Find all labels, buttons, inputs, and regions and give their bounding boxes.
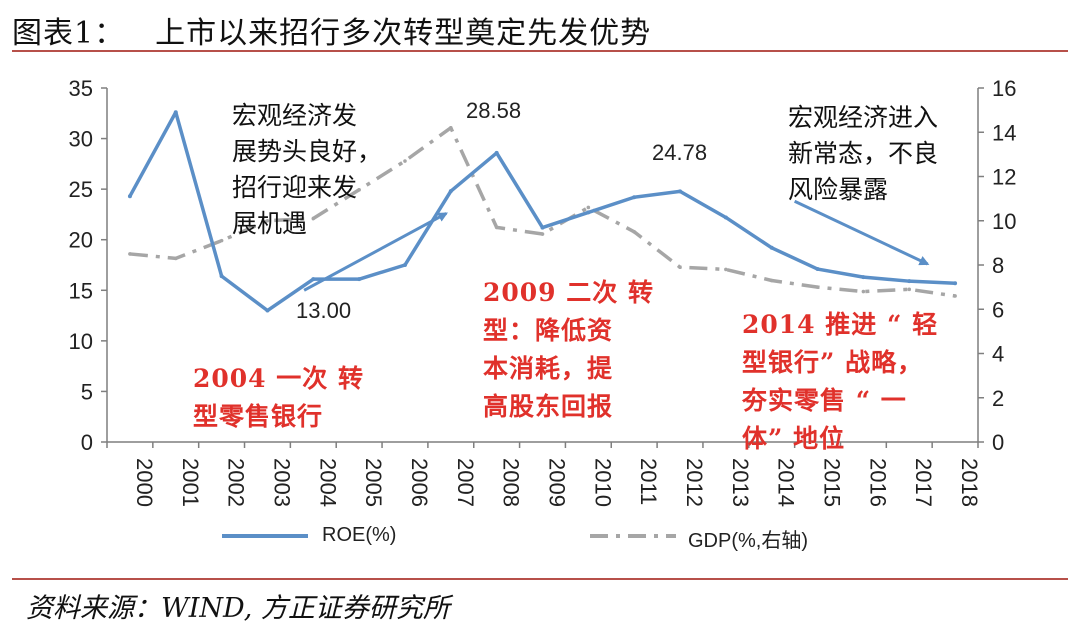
roe-point xyxy=(723,215,728,220)
roe-point xyxy=(448,189,453,194)
gdp-point xyxy=(769,278,774,283)
x-tick-label: 2013 xyxy=(728,458,753,507)
x-tick-label: 2015 xyxy=(820,458,845,507)
x-tick-label: 2011 xyxy=(636,458,661,505)
left-tick-label: 5 xyxy=(81,379,93,404)
title-divider xyxy=(12,50,1068,52)
left-tick-label: 20 xyxy=(69,228,93,253)
left-tick-label: 0 xyxy=(81,430,93,455)
gdp-point xyxy=(403,159,407,163)
data-label-2008: 28.58 xyxy=(466,98,522,123)
annotation-macro-good: 宏观经济发 展势头良好， 招行迎来发 展机遇 xyxy=(232,101,383,238)
x-tick-label: 2001 xyxy=(178,458,203,507)
right-tick-label: 12 xyxy=(992,165,1016,190)
right-tick-label: 6 xyxy=(992,297,1004,322)
roe-point xyxy=(632,195,637,200)
gdp-point xyxy=(265,218,270,223)
left-tick-label: 30 xyxy=(69,127,93,152)
roe-point xyxy=(357,277,362,282)
roe-point xyxy=(494,150,499,155)
left-tick-label: 15 xyxy=(69,278,93,303)
right-tick-label: 4 xyxy=(992,342,1004,367)
right-tick-label: 16 xyxy=(992,76,1016,101)
roe-point xyxy=(769,245,774,250)
x-tick-label: 2000 xyxy=(132,458,157,507)
left-tick-label: 25 xyxy=(69,177,93,202)
right-tick-label: 0 xyxy=(992,430,1004,455)
gdp-point xyxy=(173,256,178,261)
x-tick-label: 2002 xyxy=(224,458,249,507)
roe-point xyxy=(219,274,224,279)
gdp-point xyxy=(953,294,957,298)
roe-point xyxy=(815,267,820,272)
x-tick-label: 2012 xyxy=(682,458,707,507)
roe-point xyxy=(953,281,958,286)
gdp-point xyxy=(449,126,453,130)
x-tick-label: 2009 xyxy=(545,458,570,507)
x-tick-label: 2007 xyxy=(453,458,478,507)
x-tick-label: 2018 xyxy=(957,458,982,507)
gdp-point xyxy=(128,252,132,256)
roe-point xyxy=(907,279,912,284)
data-label-2003: 13.00 xyxy=(296,298,352,323)
right-tick-label: 14 xyxy=(992,120,1016,145)
roe-point xyxy=(586,210,591,215)
roe-point xyxy=(402,263,407,267)
gdp-point xyxy=(357,187,361,192)
gdp-point xyxy=(632,230,636,234)
right-tick-label: 8 xyxy=(992,253,1004,278)
gdp-point xyxy=(907,287,912,292)
annotation-2009-transformation: 2009 二次 转 型：降低资 本消耗，提 高股东回报 xyxy=(483,278,654,421)
gdp-point xyxy=(678,265,682,270)
figure-title-text: 上市以来招行多次转型奠定先发优势 xyxy=(155,16,652,51)
x-tick-label: 2003 xyxy=(269,458,294,507)
gdp-point xyxy=(724,267,728,272)
gdp-point xyxy=(311,216,316,221)
source-note: 资料来源：WIND, 方正证券研究所 xyxy=(26,593,450,624)
right-tick-label: 10 xyxy=(992,209,1016,234)
data-label-2012: 24.78 xyxy=(652,140,708,165)
left-tick-label: 10 xyxy=(69,329,93,354)
x-tick-label: 2005 xyxy=(361,458,386,507)
left-tick-label: 35 xyxy=(69,76,93,101)
gdp-point xyxy=(494,225,499,230)
roe-point xyxy=(678,189,683,194)
x-tick-label: 2004 xyxy=(315,458,340,507)
gdp-point xyxy=(586,205,591,210)
gdp-point xyxy=(861,289,866,294)
roe-point xyxy=(540,225,545,230)
gdp-point xyxy=(219,238,224,243)
roe-point xyxy=(311,277,316,282)
gdp-point xyxy=(540,232,545,236)
annotation-new-normal: 宏观经济进入 新常态，不良 风险暴露 xyxy=(788,103,939,204)
roe-point xyxy=(265,308,270,313)
x-tick-label: 2010 xyxy=(590,458,615,507)
annotation-2004-transformation: 2004 一次 转 型零售银行 xyxy=(193,364,364,431)
trend-arrow-2004-2006 xyxy=(303,212,448,292)
legend-label-roe: ROE(%) xyxy=(322,524,397,546)
roe-point xyxy=(173,110,178,115)
roe-point xyxy=(127,194,132,199)
figure-number: 图表1： xyxy=(12,16,126,51)
trend-arrow-2013-2017 xyxy=(793,199,930,266)
gdp-point xyxy=(815,285,820,289)
x-tick-label: 2014 xyxy=(774,458,799,507)
source-divider xyxy=(12,578,1068,580)
x-tick-label: 2016 xyxy=(865,458,890,507)
roe-point xyxy=(861,275,866,280)
x-tick-label: 2017 xyxy=(911,458,936,507)
x-tick-label: 2006 xyxy=(407,458,432,507)
legend-label-gdp: GDP(%,右轴) xyxy=(688,530,808,552)
annotation-2014-strategy: 2014 推进 “ 轻 型银行” 战略， 夯实零售 “ 一 体” 地位 xyxy=(742,310,939,453)
figure-title: 图表1： 上市以来招行多次转型奠定先发优势 xyxy=(12,8,651,52)
right-tick-label: 2 xyxy=(992,386,1004,411)
x-tick-label: 2008 xyxy=(499,458,524,507)
